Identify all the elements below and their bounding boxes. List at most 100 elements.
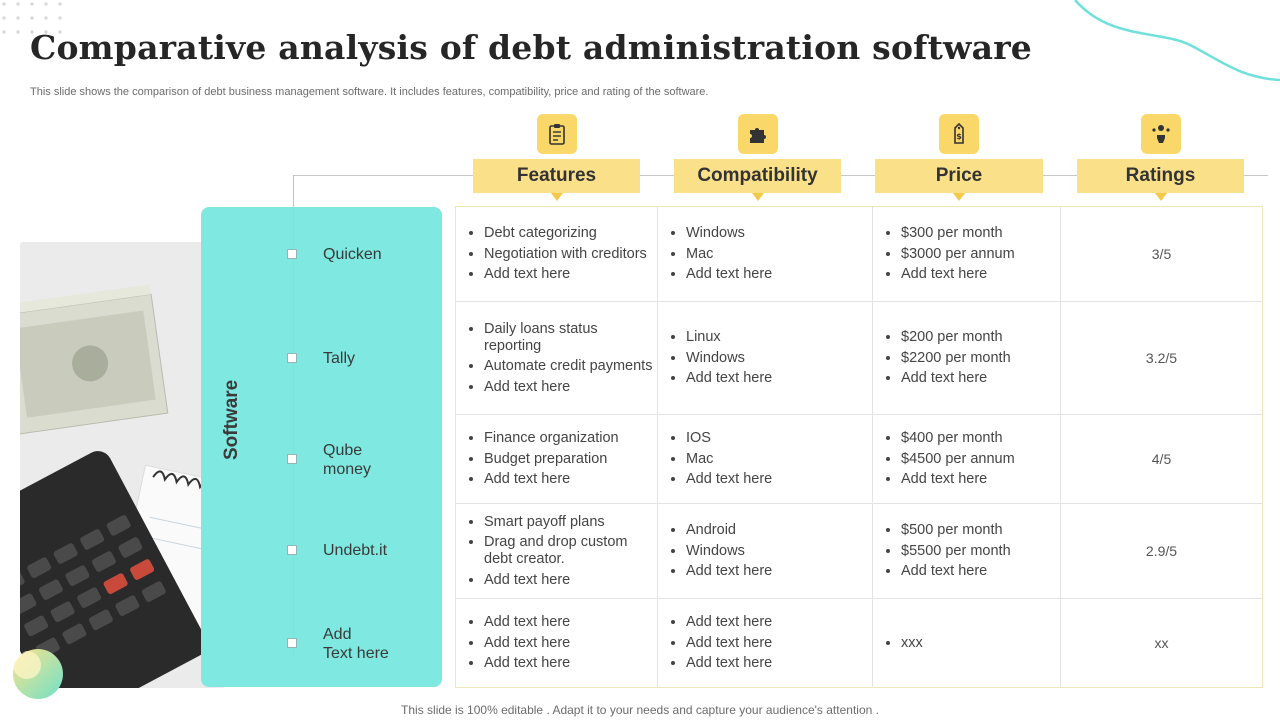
- features-cell: Add text here Add text here Add text here: [456, 599, 658, 687]
- list-item: xxx: [901, 635, 923, 652]
- page-title: Comparative analysis of debt administrat…: [30, 28, 1032, 67]
- list-item: Drag and drop custom debt creator.: [484, 534, 657, 568]
- column-header-ratings: Ratings: [1077, 159, 1244, 201]
- software-marker: [287, 454, 297, 464]
- list-item: Add text here: [686, 471, 772, 488]
- features-cell: Debt categorizing Negotiation with credit…: [456, 207, 658, 302]
- list-item: Add text here: [484, 655, 570, 672]
- price-cell: $400 per month $4500 per annum Add text he…: [873, 415, 1061, 504]
- software-marker: [287, 638, 297, 648]
- list-item: Windows: [686, 225, 772, 242]
- price-cell: $200 per month $2200 per month Add text he…: [873, 302, 1061, 415]
- list-item: $4500 per annum: [901, 451, 1015, 468]
- down-arrow-icon: [953, 193, 965, 201]
- compatibility-cell: Add text here Add text here Add text here: [658, 599, 873, 687]
- comparison-table: Debt categorizing Negotiation with credit…: [455, 206, 1263, 688]
- list-item: Add text here: [484, 635, 570, 652]
- list-item: Windows: [686, 350, 772, 367]
- features-cell: Smart payoff plans Drag and drop custom d…: [456, 504, 658, 599]
- software-name: Tally: [323, 350, 356, 367]
- compatibility-cell: Android Windows Add text here: [658, 504, 873, 599]
- list-item: IOS: [686, 430, 772, 447]
- list-item: Windows: [686, 543, 772, 560]
- compatibility-cell: Windows Mac Add text here: [658, 207, 873, 302]
- list-item: $500 per month: [901, 522, 1011, 539]
- list-item: Add text here: [686, 655, 772, 672]
- price-cell: xxx: [873, 599, 1061, 687]
- list-item: $3000 per annum: [901, 246, 1015, 263]
- svg-text:$: $: [956, 132, 962, 141]
- software-panel-label: Software: [221, 379, 242, 460]
- list-item: Mac: [686, 451, 772, 468]
- list-item: Add text here: [686, 614, 772, 631]
- list-item: Add text here: [484, 471, 619, 488]
- rating-cell: 3.2/5: [1061, 302, 1262, 415]
- column-header-label: Ratings: [1125, 165, 1196, 186]
- gradient-circle-decoration: [13, 649, 63, 699]
- list-item: $5500 per month: [901, 543, 1011, 560]
- list-item: Budget preparation: [484, 451, 619, 468]
- list-item: Add text here: [484, 614, 570, 631]
- rating-cell: 3/5: [1061, 207, 1262, 302]
- down-arrow-icon: [751, 193, 764, 201]
- software-name: Add Text here: [323, 626, 389, 662]
- column-header-label: Compatibility: [697, 165, 818, 186]
- list-item: $300 per month: [901, 225, 1015, 242]
- list-item: Add text here: [484, 266, 647, 283]
- list-item: Add text here: [901, 471, 1015, 488]
- page-subtitle: This slide shows the comparison of debt …: [30, 86, 709, 98]
- software-marker: [287, 249, 297, 259]
- down-arrow-icon: [550, 193, 563, 201]
- rating-cell: xx: [1154, 635, 1169, 651]
- column-header-price: Price: [875, 159, 1043, 201]
- list-item: $2200 per month: [901, 350, 1011, 367]
- features-cell: Finance organization Budget preparation Ad…: [456, 415, 658, 504]
- list-item: Android: [686, 522, 772, 539]
- compatibility-cell: Linux Windows Add text here: [658, 302, 873, 415]
- dot-grid-decoration: [2, 2, 62, 34]
- list-item: Add text here: [686, 563, 772, 580]
- list-item: Add text here: [901, 370, 1011, 387]
- software-name: Qube money: [323, 442, 372, 478]
- software-name: Undebt.it: [323, 542, 388, 559]
- list-item: Smart payoff plans: [484, 514, 657, 531]
- footer-note: This slide is 100% editable . Adapt it t…: [401, 703, 879, 717]
- list-item: Finance organization: [484, 430, 619, 447]
- list-item: Add text here: [901, 563, 1011, 580]
- down-arrow-icon: [1154, 193, 1167, 201]
- software-name: Quicken: [323, 246, 382, 263]
- rating-cell: 4/5: [1061, 415, 1262, 504]
- corner-curve-decoration: [1074, 0, 1280, 82]
- rating-cell: 2.9/5: [1061, 504, 1262, 599]
- list-item: Debt categorizing: [484, 225, 647, 242]
- list-item: Daily loans status reporting: [484, 321, 657, 355]
- column-header-label: Price: [935, 165, 983, 186]
- list-item: Add text here: [686, 370, 772, 387]
- software-marker: [287, 545, 297, 555]
- column-header-features: Features: [473, 159, 640, 201]
- software-marker: [287, 353, 297, 363]
- price-tag-icon: $: [939, 114, 979, 154]
- features-cell: Daily loans status reporting Automate cre…: [456, 302, 658, 415]
- list-item: Add text here: [901, 266, 1015, 283]
- column-header-label: Features: [516, 165, 597, 186]
- list-item: Negotiation with creditors: [484, 246, 647, 263]
- list-item: Automate credit payments: [484, 358, 657, 375]
- list-item: $400 per month: [901, 430, 1015, 447]
- list-item: Add text here: [686, 635, 772, 652]
- list-item: Add text here: [484, 572, 657, 589]
- software-connector-line: [293, 175, 294, 655]
- clipboard-checklist-icon: [537, 114, 577, 154]
- list-item: $200 per month: [901, 329, 1011, 346]
- stars-hand-icon: [1141, 114, 1181, 154]
- list-item: Add text here: [484, 379, 657, 396]
- list-item: Linux: [686, 329, 772, 346]
- list-item: Add text here: [686, 266, 772, 283]
- price-cell: $300 per month $3000 per annum Add text he…: [873, 207, 1061, 302]
- list-item: Mac: [686, 246, 772, 263]
- column-header-compatibility: Compatibility: [674, 159, 841, 201]
- price-cell: $500 per month $5500 per month Add text he…: [873, 504, 1061, 599]
- puzzle-icon: [738, 114, 778, 154]
- software-panel: [201, 207, 442, 687]
- compatibility-cell: IOS Mac Add text here: [658, 415, 873, 504]
